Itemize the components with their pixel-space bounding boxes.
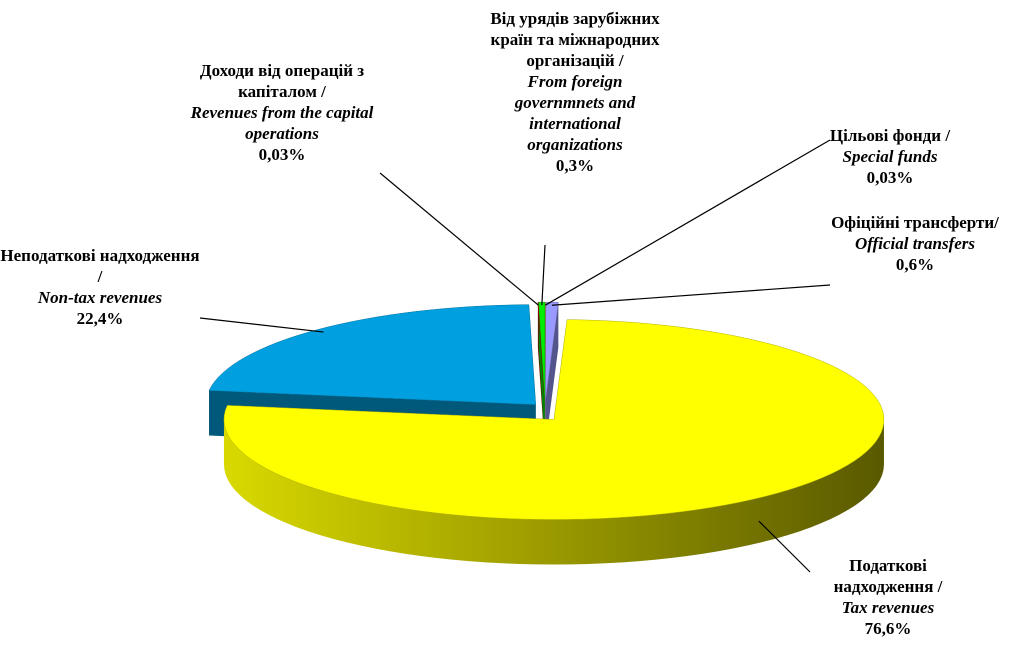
label-line: Revenues from the capital operations (190, 103, 374, 143)
label-line: Доходи від операцій з капіталом / (199, 61, 365, 101)
label-line: 0,03% (866, 168, 914, 187)
leader-line (758, 520, 811, 573)
label-line: From foreign governmnets and internation… (514, 72, 636, 154)
slice (208, 304, 536, 405)
slice (223, 319, 885, 520)
label-line: 22,4% (76, 309, 124, 328)
outer-layer (223, 419, 884, 565)
leader-line (551, 284, 831, 306)
label-line: Від урядів зарубіжних країн та міжнародн… (490, 9, 660, 70)
label-line: Special funds (842, 147, 938, 166)
label-line: 0,3% (555, 156, 595, 175)
slice-label: Від урядів зарубіжних країн та міжнародн… (485, 8, 665, 176)
slice-label: Неподаткові надходження / Non-tax revenue… (0, 245, 200, 329)
leader-line (541, 244, 546, 306)
label-line: Official transfers (854, 234, 976, 253)
slice-label: Доходи від операцій з капіталом / Revenue… (177, 60, 387, 165)
slice-label: Податкові надходження / Tax revenues 76,6% (808, 555, 968, 639)
leader-line (199, 317, 324, 333)
label-line: Цільові фонди / (829, 126, 951, 145)
label-line: Неподаткові надходження / (0, 246, 200, 286)
label-line: Податкові надходження / (833, 556, 943, 596)
slice-wall (223, 419, 884, 565)
label-line: Tax revenues (841, 598, 935, 617)
top-layer (208, 301, 885, 520)
label-line: Офіційні трансферти/ (831, 213, 999, 232)
label-line: 0,6% (895, 255, 935, 274)
label-line: 0,03% (258, 145, 306, 164)
leader-line (379, 172, 539, 306)
leader-line (545, 139, 831, 306)
slice-label: Цільові фонди / Special funds 0,03% (805, 125, 975, 188)
slice-side (545, 302, 559, 448)
label-line: 76,6% (864, 619, 912, 638)
slice-label: Офіційні трансферти/Official transfers 0,… (825, 212, 1005, 275)
slice (545, 301, 559, 403)
label-line: Non-tax revenues (37, 288, 163, 307)
